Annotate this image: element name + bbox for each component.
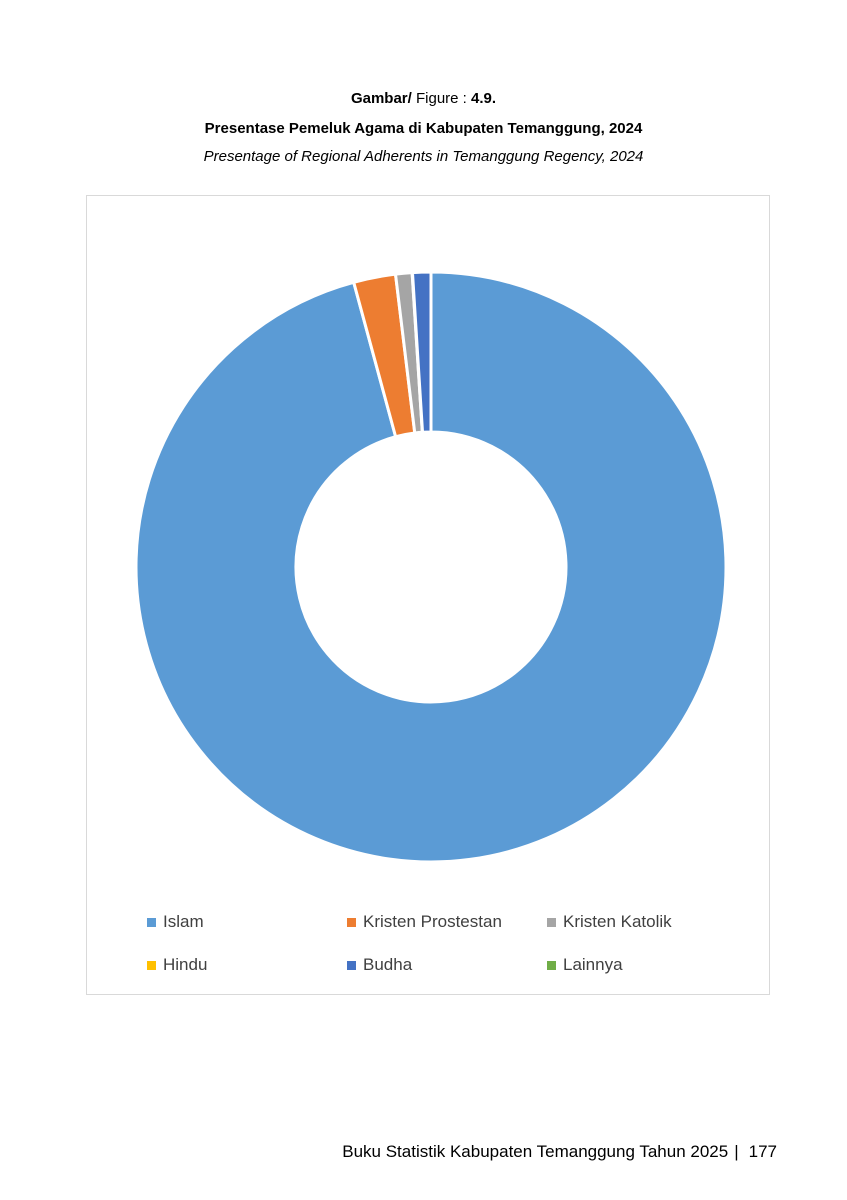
legend-swatch (347, 917, 356, 927)
legend-label: Hindu (163, 955, 208, 974)
legend-swatch (347, 960, 356, 970)
figure-label: Gambar/ Figure : 4.9. (0, 90, 847, 107)
legend-item-kristen-prostestan: Kristen Prostestan (347, 912, 502, 932)
figure-label-bold: Gambar/ (350, 90, 412, 107)
legend-swatch (147, 960, 156, 970)
legend-swatch (547, 960, 556, 970)
slice-budha (410, 270, 433, 434)
legend-label: Kristen Prostestan (363, 912, 502, 931)
legend-item-hindu: Hindu (147, 955, 207, 975)
chart-frame: Islam Kristen Prostestan Kristen Katolik Hi… (86, 195, 770, 995)
legend-label: Islam (163, 912, 204, 931)
legend-item-lainnya: Lainnya (547, 955, 623, 975)
figure-number: 4.9. (471, 90, 497, 107)
donut-chart (134, 270, 728, 864)
chart-legend: Islam Kristen Prostestan Kristen Katolik Hi… (87, 904, 771, 994)
figure-label-text: Figure : (415, 90, 467, 107)
legend-item-islam: Islam (147, 912, 204, 932)
legend-swatch (547, 917, 556, 927)
legend-label: Lainnya (563, 955, 623, 974)
chart-title: Presentase Pemeluk Agama di Kabupaten Te… (204, 120, 643, 137)
page-footer: Buku Statistik Kabupaten Temanggung Tahu… (342, 1142, 777, 1162)
footer-text: Buku Statistik Kabupaten Temanggung Tahu… (342, 1142, 729, 1161)
slice-islam (134, 270, 728, 864)
chart-subtitle: Presentage of Regional Adherents in Tema… (203, 148, 644, 165)
legend-label: Budha (363, 955, 413, 974)
legend-item-kristen-katolik: Kristen Katolik (547, 912, 672, 932)
legend-label: Kristen Katolik (563, 912, 672, 931)
legend-swatch (147, 917, 156, 927)
footer-separator: | (734, 1142, 739, 1161)
legend-item-budha: Budha (347, 955, 412, 975)
page-number: 177 (748, 1142, 777, 1161)
